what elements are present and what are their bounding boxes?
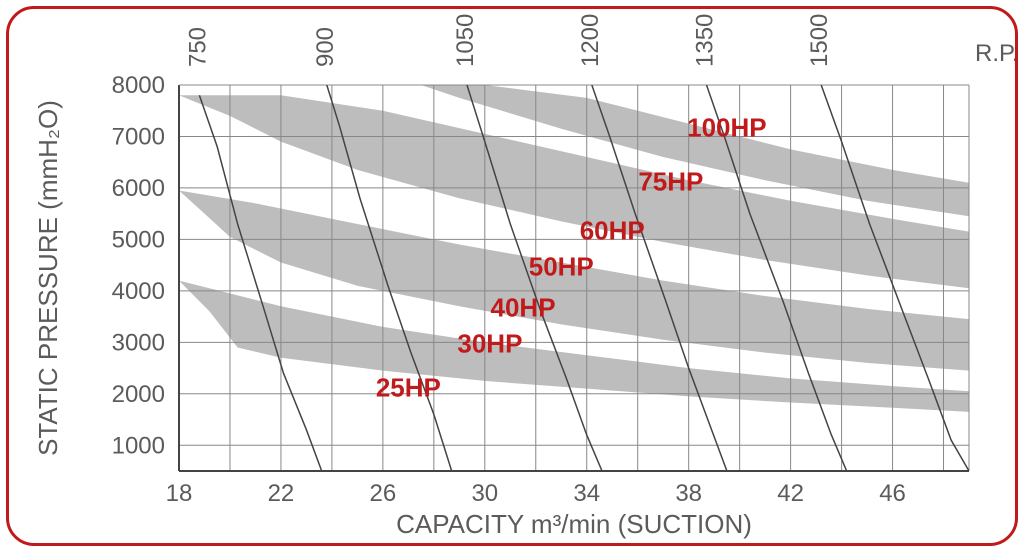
rpm-curve-750 [199,95,321,471]
rpm-tick-label: 1050 [452,14,479,67]
x-tick-label: 22 [268,480,295,507]
x-tick-label: 30 [471,480,498,507]
y-tick-label: 1000 [112,432,165,459]
rpm-tick-label: 900 [312,27,339,67]
hp-label: 60HP [580,215,645,245]
rpm-axis-title: R.P.M. [975,40,1015,67]
x-tick-label: 18 [166,480,193,507]
y-axis-title: STATIC PRESSURE (mmH₂O) [33,100,63,456]
y-tick-label: 7000 [112,123,165,150]
x-tick-label: 46 [879,480,906,507]
x-axis-title: CAPACITY m³/min (SUCTION) [396,509,752,539]
x-tick-label: 26 [370,480,397,507]
rpm-tick-label: 750 [184,27,211,67]
x-tick-label: 38 [675,480,702,507]
y-tick-label: 4000 [112,278,165,305]
hp-label: 75HP [638,167,703,197]
hp-label: 25HP [376,372,441,402]
rpm-tick-label: 1350 [692,14,719,67]
hp-label: 50HP [529,251,594,281]
rpm-tick-label: 1200 [577,14,604,67]
chart-frame: 25HP 30HP 40HP 50HP 60HP 75HP 100HP 18 22 26 30 34 3… [6,6,1018,546]
hp-label: 100HP [687,112,767,142]
y-tick-label: 3000 [112,329,165,356]
y-tick-label: 2000 [112,381,165,408]
y-tick-label: 8000 [112,72,165,99]
performance-chart: 25HP 30HP 40HP 50HP 60HP 75HP 100HP 18 22 26 30 34 3… [9,9,1015,543]
hp-label: 40HP [491,293,556,323]
x-tick-label: 34 [573,480,600,507]
x-tick-label: 42 [777,480,804,507]
y-tick-label: 6000 [112,175,165,202]
hp-label: 30HP [457,329,522,359]
y-tick-label: 5000 [112,226,165,253]
rpm-tick-label: 1500 [806,14,833,67]
hp-bands [179,85,969,412]
